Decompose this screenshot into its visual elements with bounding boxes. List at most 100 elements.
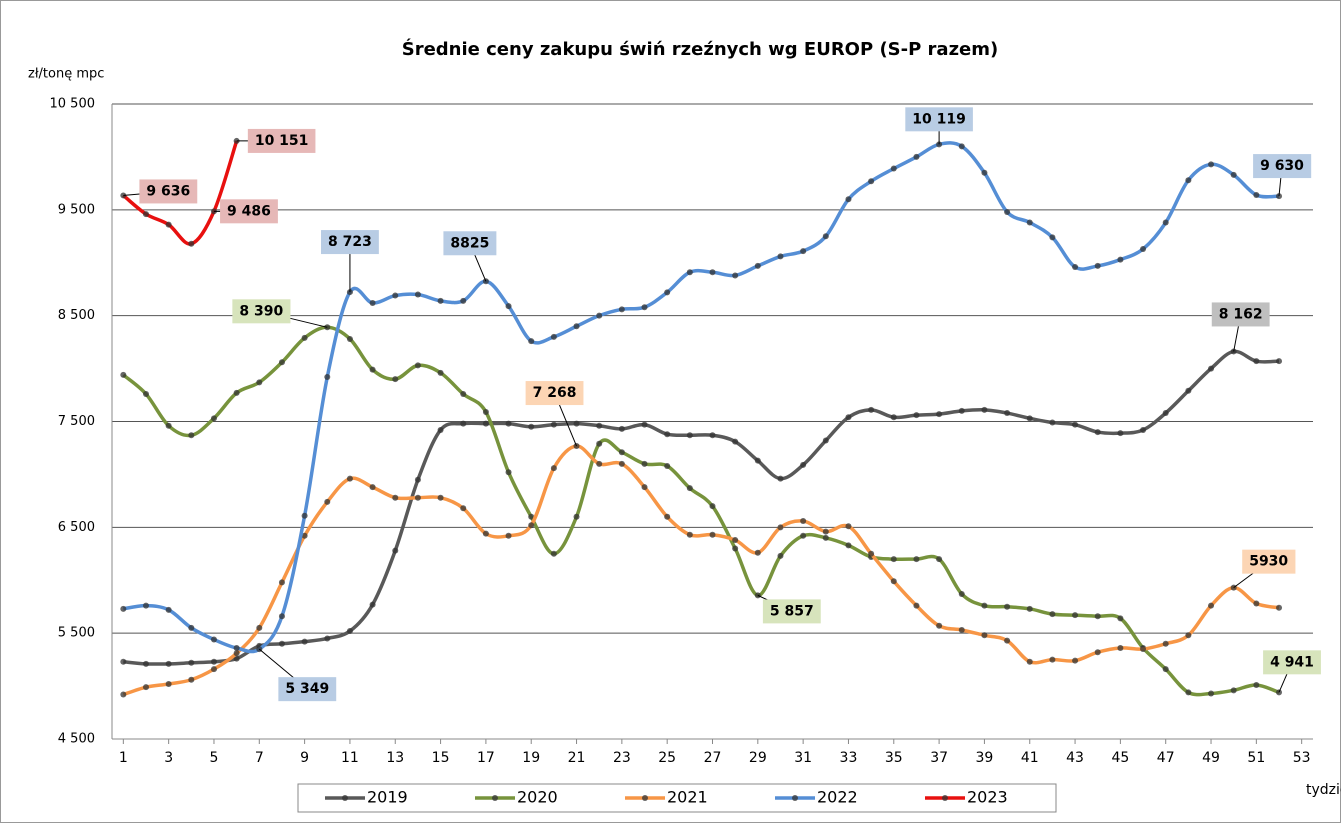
point-marker [1072,421,1079,428]
point-marker [142,660,149,667]
data-label-group: 5930 [1242,549,1296,574]
point-marker [868,178,875,185]
point-marker [822,534,829,541]
point-marker [664,513,671,520]
point-marker [505,532,512,539]
point-marker [596,312,603,319]
point-marker [936,622,943,629]
point-marker [596,440,603,447]
x-tick-label: 5 [210,750,219,766]
legend-label: 2021 [667,788,708,807]
point-marker [913,602,920,609]
x-tick-label: 41 [1021,750,1039,766]
data-label-box [247,128,316,153]
point-marker [437,494,444,501]
data-label: 8 390 [239,303,283,319]
x-tick-label: 25 [658,750,676,766]
x-tick-label: 47 [1157,750,1175,766]
point-marker [1094,262,1101,269]
point-marker [256,624,263,631]
point-marker [550,421,557,428]
x-axis-title: tydzień [1306,782,1341,798]
point-marker [528,423,535,430]
x-tick-label: 39 [976,750,994,766]
point-marker [777,475,784,482]
point-marker [1026,658,1033,665]
point-marker [822,528,829,535]
point-marker [324,374,331,381]
point-marker [1162,219,1169,226]
x-tick-label: 31 [794,750,812,766]
point-marker [165,606,172,613]
data-label: 7 268 [533,385,577,401]
y-tick-label: 9 500 [58,202,95,217]
y-axis-title: zł/tonę mpc [28,67,104,82]
point-marker [278,359,285,366]
point-marker [777,524,784,531]
point-marker [1072,263,1079,270]
point-marker [596,422,603,429]
point-marker [392,494,399,501]
point-marker [913,556,920,563]
point-marker [1162,640,1169,647]
y-tick-label: 10 500 [50,97,96,112]
x-tick-label: 11 [341,750,359,766]
point-marker [1253,600,1260,607]
point-marker [958,626,965,633]
data-label: 5 349 [285,681,329,697]
x-tick-label: 27 [704,750,722,766]
point-marker [188,624,195,631]
x-tick-label: 51 [1247,750,1265,766]
point-marker [1072,657,1079,664]
point-marker [618,449,625,456]
point-marker [369,366,376,373]
data-label-group: 5 857 [762,599,821,624]
point-marker [142,602,149,609]
data-label-box [1253,154,1312,179]
point-marker [618,425,625,432]
point-marker [1094,613,1101,620]
x-tick-label: 43 [1066,750,1084,766]
point-marker [528,513,535,520]
data-label-group: 10 151 [247,128,316,153]
data-label: 4 941 [1270,654,1314,670]
point-marker [641,304,648,311]
point-marker [505,303,512,310]
point-marker [1117,256,1124,263]
point-marker [482,408,489,415]
point-marker [460,420,467,427]
point-marker [392,547,399,554]
y-tick-label: 4 500 [58,732,95,747]
point-marker [505,420,512,427]
data-label-group: 9 636 [139,179,198,204]
x-tick-label: 13 [386,750,404,766]
x-tick-label: 17 [477,750,495,766]
x-tick-label: 33 [840,750,858,766]
data-label: 9 486 [227,203,271,219]
point-marker [278,613,285,620]
data-label: 5 857 [770,603,814,619]
point-marker [414,291,421,298]
point-marker [1162,410,1169,417]
point-marker [618,306,625,313]
legend-marker [942,795,948,801]
point-marker [120,658,127,665]
point-marker [120,691,127,698]
point-marker [210,666,217,673]
point-marker [482,530,489,537]
point-marker [301,532,308,539]
point-marker [1140,646,1147,653]
point-marker [1230,171,1237,178]
point-marker [958,591,965,598]
data-label-group: 4 941 [1263,650,1321,675]
y-tick-label: 5 500 [58,626,95,641]
legend-marker [792,795,798,801]
point-marker [958,143,965,150]
point-marker [981,169,988,176]
data-label: 10 151 [255,133,309,149]
point-marker [573,323,580,330]
point-marker [709,531,716,538]
point-marker [120,371,127,378]
point-marker [845,196,852,203]
